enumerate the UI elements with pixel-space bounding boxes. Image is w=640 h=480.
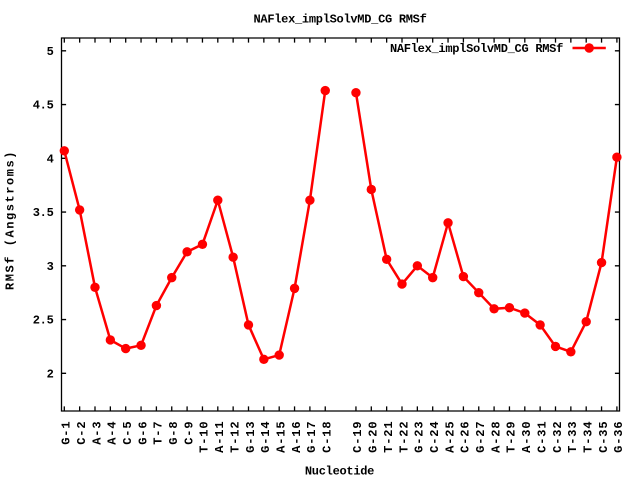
svg-text:C-35: C-35 <box>597 421 611 453</box>
svg-text:A-28: A-28 <box>489 421 503 453</box>
svg-text:2: 2 <box>47 367 54 381</box>
svg-text:C-19: C-19 <box>351 421 365 453</box>
svg-text:4: 4 <box>47 152 54 166</box>
svg-text:G-6: G-6 <box>136 421 150 445</box>
svg-text:G-23: G-23 <box>413 421 427 453</box>
svg-text:T-7: T-7 <box>152 421 166 445</box>
svg-text:T-34: T-34 <box>582 421 596 453</box>
svg-text:G-13: G-13 <box>244 421 258 453</box>
svg-text:C-24: C-24 <box>428 421 442 453</box>
svg-text:G-8: G-8 <box>167 421 181 445</box>
svg-text:C-32: C-32 <box>551 421 565 453</box>
svg-text:C-9: C-9 <box>182 421 196 445</box>
svg-text:G-27: G-27 <box>474 421 488 453</box>
svg-text:2.5: 2.5 <box>33 314 54 328</box>
svg-text:G-36: G-36 <box>612 421 626 453</box>
svg-text:3.5: 3.5 <box>33 206 54 220</box>
svg-text:A-4: A-4 <box>106 421 120 445</box>
svg-text:C-5: C-5 <box>121 421 135 445</box>
svg-text:C-26: C-26 <box>459 421 473 453</box>
svg-text:NAFlex_implSolvMD_CG RMSf: NAFlex_implSolvMD_CG RMSf <box>390 42 563 56</box>
svg-text:T-12: T-12 <box>228 421 242 453</box>
svg-text:T-22: T-22 <box>397 421 411 453</box>
svg-text:C-18: C-18 <box>321 421 335 453</box>
svg-text:3: 3 <box>47 260 54 274</box>
svg-text:T-10: T-10 <box>198 421 212 453</box>
svg-text:G-14: G-14 <box>259 421 273 453</box>
svg-text:A-11: A-11 <box>213 421 227 453</box>
svg-text:G-20: G-20 <box>367 421 381 453</box>
svg-text:G-1: G-1 <box>60 421 74 445</box>
svg-text:Nucleotide: Nucleotide <box>305 465 374 479</box>
svg-text:A-16: A-16 <box>290 421 304 453</box>
svg-text:RMSf (Angstroms): RMSf (Angstroms) <box>4 150 18 290</box>
svg-text:G-17: G-17 <box>305 421 319 453</box>
svg-text:A-30: A-30 <box>520 421 534 453</box>
svg-text:T-29: T-29 <box>505 421 519 453</box>
svg-text:T-33: T-33 <box>566 421 580 453</box>
svg-text:4.5: 4.5 <box>33 99 54 113</box>
svg-text:A-3: A-3 <box>90 421 104 445</box>
svg-text:C-2: C-2 <box>75 421 89 445</box>
svg-text:A-15: A-15 <box>275 421 289 453</box>
svg-text:NAFlex_implSolvMD_CG RMSf: NAFlex_implSolvMD_CG RMSf <box>253 13 426 27</box>
svg-text:T-21: T-21 <box>382 421 396 453</box>
svg-text:A-25: A-25 <box>443 421 457 453</box>
svg-text:5: 5 <box>47 45 54 59</box>
svg-text:C-31: C-31 <box>535 421 549 453</box>
